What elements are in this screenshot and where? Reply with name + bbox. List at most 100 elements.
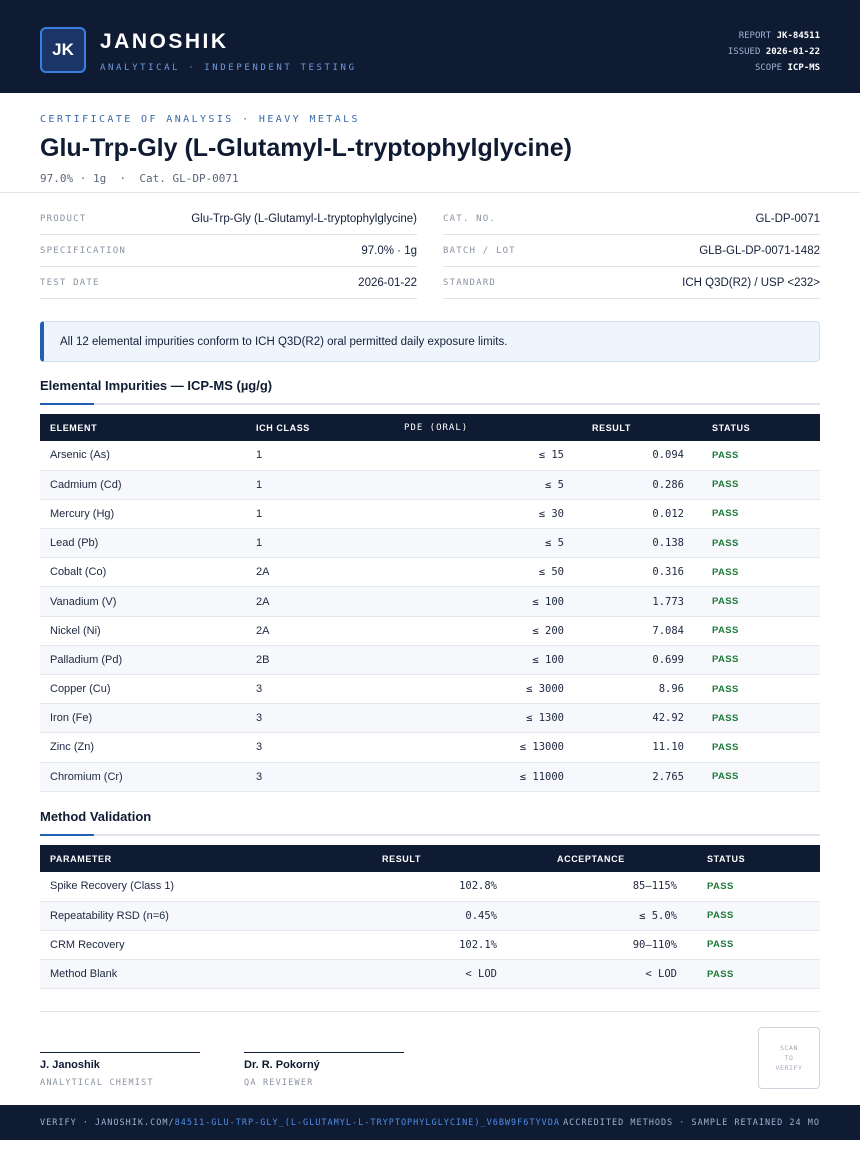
signature-line-2 — [244, 1052, 404, 1053]
status-badge: PASS — [687, 930, 820, 961]
title-divider — [0, 192, 860, 193]
cell-val-result: 0.45% — [370, 901, 507, 931]
cell-element: Cobalt (Co) — [40, 557, 246, 588]
cell-result: 0.316 — [574, 557, 694, 588]
footer-note: ACCREDITED METHODS · SAMPLE RETAINED 24 … — [563, 1117, 820, 1128]
cell-result: 0.286 — [574, 470, 694, 500]
cell-acceptance: < LOD — [507, 959, 687, 990]
report-footer: VERIFY · JANOSHIK.COM/84511-GLU-TRP-GLY_… — [0, 1105, 860, 1140]
brand-tagline: ANALYTICAL · INDEPENDENT TESTING — [100, 63, 357, 73]
cell-parameter: Spike Recovery (Class 1) — [40, 872, 370, 902]
cell-pde: ≤ 11000 — [376, 762, 574, 792]
impurities-heading-rule — [40, 403, 820, 405]
col-val-status: STATUS — [687, 845, 820, 872]
cell-parameter: CRM Recovery — [40, 930, 370, 961]
cell-ich-class: 1 — [246, 528, 376, 559]
cell-val-result: 102.1% — [370, 930, 507, 961]
table-row: Iron (Fe) 3 ≤ 1300 42.92 PASS — [40, 703, 820, 734]
col-acceptance: ACCEPTANCE — [507, 845, 687, 872]
logo: JK — [40, 27, 86, 73]
cell-result: 0.699 — [574, 645, 694, 676]
table-row: Copper (Cu) 3 ≤ 3000 8.96 PASS — [40, 674, 820, 705]
table-row: CRM Recovery 102.1% 90–110% PASS — [40, 930, 820, 961]
cell-pde: ≤ 5 — [376, 470, 574, 500]
impurities-table: ELEMENT ICH CLASS PDE (ORAL) RESULT STAT… — [40, 414, 820, 792]
col-status: STATUS — [694, 414, 820, 441]
cell-pde: ≤ 1300 — [376, 703, 574, 734]
meta-issued: ISSUED 2026-01-22 — [727, 47, 820, 57]
table-row: Spike Recovery (Class 1) 102.8% 85–115% PAS… — [40, 872, 820, 902]
status-badge: PASS — [694, 528, 820, 559]
table-row: Lead (Pb) 1 ≤ 5 0.138 PASS — [40, 528, 820, 559]
cell-result: 11.10 — [574, 732, 694, 763]
cell-ich-class: 3 — [246, 732, 376, 763]
col-parameter: PARAMETER — [40, 845, 370, 872]
cell-ich-class: 1 — [246, 499, 376, 530]
table-row: Method Blank < LOD < LOD PASS — [40, 959, 820, 990]
cell-result: 8.96 — [574, 674, 694, 705]
table-row: Vanadium (V) 2A ≤ 100 1.773 PASS — [40, 586, 820, 617]
col-ich-class: ICH CLASS — [246, 414, 376, 441]
cell-result: 0.012 — [574, 499, 694, 530]
verify-qr-code[interactable]: SCAN TO VERIFY — [758, 1027, 820, 1089]
info-batch-lot: BATCH / LOT GLB-GL-DP-0071-1482 — [443, 235, 820, 267]
certificate-label: CERTIFICATE OF ANALYSIS · HEAVY METALS — [40, 114, 360, 125]
col-result: RESULT — [574, 414, 694, 441]
cell-val-result: < LOD — [370, 959, 507, 990]
status-badge: PASS — [694, 616, 820, 646]
table-row: Cadmium (Cd) 1 ≤ 5 0.286 PASS — [40, 470, 820, 500]
cell-result: 1.773 — [574, 586, 694, 617]
verify-link[interactable]: VERIFY · JANOSHIK.COM/84511-GLU-TRP-GLY_… — [40, 1117, 560, 1128]
signatory-name-2: Dr. R. Pokorný — [244, 1059, 320, 1071]
status-badge: PASS — [694, 499, 820, 530]
cell-result: 2.765 — [574, 762, 694, 792]
cell-ich-class: 2A — [246, 586, 376, 617]
cell-element: Cadmium (Cd) — [40, 470, 246, 500]
impurities-heading: Elemental Impurities — ICP-MS (µg/g) — [40, 378, 273, 393]
cell-pde: ≤ 30 — [376, 499, 574, 530]
conformance-notice: All 12 elemental impurities conform to I… — [40, 321, 820, 362]
cell-ich-class: 1 — [246, 470, 376, 500]
cell-result: 0.094 — [574, 441, 694, 471]
meta-report: REPORT JK-84511 — [738, 31, 820, 41]
cell-result: 7.084 — [574, 616, 694, 646]
cell-ich-class: 2B — [246, 645, 376, 676]
cell-ich-class: 1 — [246, 441, 376, 471]
cell-element: Nickel (Ni) — [40, 616, 246, 646]
cell-pde: ≤ 5 — [376, 528, 574, 559]
col-val-result: RESULT — [370, 845, 507, 872]
cell-element: Zinc (Zn) — [40, 732, 246, 763]
info-product: PRODUCT Glu-Trp-Gly (L-Glutamyl-L-trypto… — [40, 203, 417, 235]
validation-header-row: PARAMETER RESULT ACCEPTANCE STATUS — [40, 845, 820, 872]
cell-element: Lead (Pb) — [40, 528, 246, 559]
signatory-role-1: ANALYTICAL CHEMIST — [40, 1078, 154, 1088]
signature-divider — [40, 1011, 820, 1012]
signatory-name-1: J. Janoshik — [40, 1059, 100, 1071]
info-standard: STANDARD ICH Q3D(R2) / USP <232> — [443, 267, 820, 299]
cell-pde: ≤ 3000 — [376, 674, 574, 705]
status-badge: PASS — [687, 872, 820, 902]
col-pde: PDE (ORAL) — [376, 414, 574, 441]
cell-acceptance: 90–110% — [507, 930, 687, 961]
status-badge: PASS — [694, 557, 820, 588]
cell-acceptance: ≤ 5.0% — [507, 901, 687, 931]
status-badge: PASS — [694, 762, 820, 792]
cell-pde: ≤ 200 — [376, 616, 574, 646]
status-badge: PASS — [687, 901, 820, 931]
validation-heading-rule — [40, 834, 820, 836]
cell-acceptance: 85–115% — [507, 872, 687, 902]
table-row: Zinc (Zn) 3 ≤ 13000 11.10 PASS — [40, 732, 820, 763]
cell-pde: ≤ 50 — [376, 557, 574, 588]
table-row: Nickel (Ni) 2A ≤ 200 7.084 PASS — [40, 616, 820, 646]
status-badge: PASS — [694, 674, 820, 705]
cell-ich-class: 2A — [246, 616, 376, 646]
table-row: Chromium (Cr) 3 ≤ 11000 2.765 PASS — [40, 762, 820, 792]
table-row: Arsenic (As) 1 ≤ 15 0.094 PASS — [40, 441, 820, 471]
cell-element: Vanadium (V) — [40, 586, 246, 617]
cell-parameter: Method Blank — [40, 959, 370, 990]
cell-element: Copper (Cu) — [40, 674, 246, 705]
cell-result: 42.92 — [574, 703, 694, 734]
status-badge: PASS — [694, 586, 820, 617]
brand-name: JANOSHIK — [100, 30, 229, 53]
cell-ich-class: 2A — [246, 557, 376, 588]
